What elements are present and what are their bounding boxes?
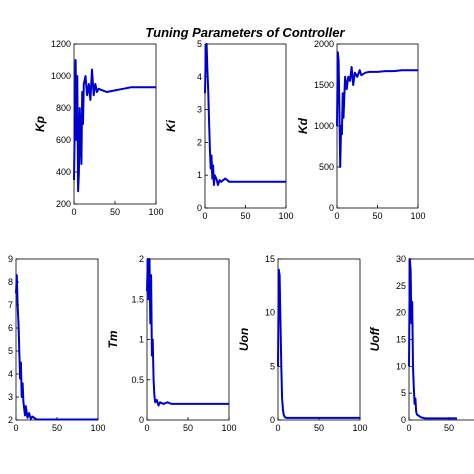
- y-tick-label: 3: [197, 105, 202, 115]
- subplot-0: 0 50 100 200 400 600 800 1000 1200 Kp: [33, 39, 164, 217]
- y-axis-label: Uoff: [368, 327, 382, 352]
- series-line: [336, 51, 418, 168]
- y-tick-label: 15: [396, 335, 406, 345]
- y-axis-label: Kd: [296, 117, 310, 134]
- y-tick-label: 2: [139, 254, 144, 264]
- y-tick-label: 4: [8, 369, 13, 379]
- y-tick-label: 2: [8, 415, 13, 425]
- y-tick-label: 1000: [314, 121, 334, 131]
- y-tick-label: 30: [396, 254, 406, 264]
- y-tick-label: 1: [139, 335, 144, 345]
- y-tick-label: 15: [265, 254, 275, 264]
- x-tick-label: 100: [352, 423, 367, 433]
- plot-frame: [15, 258, 99, 421]
- subplot-6: 050100051015202530Uoff: [368, 254, 474, 433]
- series-line: [408, 258, 457, 420]
- y-tick-label: 10: [396, 361, 406, 371]
- subplot-1: 0 50 100 0 1 2 3 4 5 Ki: [164, 39, 294, 221]
- y-tick-label: 800: [56, 103, 71, 113]
- y-axis-label: Tm: [106, 330, 120, 348]
- series-line: [73, 59, 156, 193]
- plot-frame: [277, 258, 361, 421]
- y-tick-label: 600: [56, 135, 71, 145]
- y-axis-label: Ki: [164, 119, 178, 132]
- y-tick-label: 500: [319, 162, 334, 172]
- y-tick-label: 10: [265, 308, 275, 318]
- plot-frame: [146, 258, 230, 421]
- y-tick-label: 2: [197, 137, 202, 147]
- x-tick-label: 50: [240, 211, 250, 221]
- y-tick-label: 1: [197, 170, 202, 180]
- y-tick-label: 5: [8, 346, 13, 356]
- plot-frame: [336, 43, 419, 209]
- y-tick-label: 0: [197, 203, 202, 213]
- y-tick-label: 0: [139, 415, 144, 425]
- y-tick-label: 3: [8, 392, 13, 402]
- series-line: [15, 274, 98, 421]
- y-tick-label: 1000: [51, 71, 71, 81]
- y-axis-label: Kp: [33, 116, 47, 132]
- x-tick-label: 100: [148, 207, 163, 217]
- y-tick-label: 8: [8, 277, 13, 287]
- y-tick-label: 2000: [314, 39, 334, 49]
- y-tick-label: 7: [8, 300, 13, 310]
- x-tick-label: 50: [110, 207, 120, 217]
- y-tick-label: 20: [396, 308, 406, 318]
- subplot-4: 0 50 100 0 0.5 1 1.5 2 Tm: [106, 254, 237, 433]
- y-tick-label: 0.5: [131, 375, 144, 385]
- series-line: [204, 43, 286, 186]
- x-tick-label: 0: [202, 211, 207, 221]
- x-tick-label: 0: [334, 211, 339, 221]
- x-tick-label: 50: [183, 423, 193, 433]
- y-tick-label: 5: [270, 361, 275, 371]
- y-tick-label: 0: [401, 415, 406, 425]
- x-tick-label: 0: [144, 423, 149, 433]
- x-tick-label: 50: [52, 423, 62, 433]
- series-line: [277, 268, 360, 419]
- x-tick-label: 0: [71, 207, 76, 217]
- figure-title: Tuning Parameters of Controller: [145, 25, 345, 40]
- y-tick-label: 4: [197, 72, 202, 82]
- y-tick-label: 6: [8, 323, 13, 333]
- x-tick-label: 100: [221, 423, 236, 433]
- x-tick-label: 50: [372, 211, 382, 221]
- x-tick-label: 50: [314, 423, 324, 433]
- x-tick-label: 0: [275, 423, 280, 433]
- x-tick-label: 0: [13, 423, 18, 433]
- x-tick-label: 100: [410, 211, 425, 221]
- x-tick-label: 0: [406, 423, 411, 433]
- y-tick-label: 400: [56, 167, 71, 177]
- y-tick-label: 1.5: [131, 294, 144, 304]
- series-line: [146, 258, 229, 407]
- y-tick-label: 200: [56, 199, 71, 209]
- subplot-3: 0 50 100 2 3 4 5 6 7 8 9: [8, 254, 106, 433]
- y-tick-label: 9: [8, 254, 13, 264]
- plot-frame: [73, 43, 157, 205]
- plot-frame: [408, 258, 474, 421]
- y-axis-label: Uon: [237, 328, 251, 351]
- y-tick-label: 25: [396, 281, 406, 291]
- x-tick-label: 100: [90, 423, 105, 433]
- y-tick-label: 5: [197, 39, 202, 49]
- y-tick-label: 5: [401, 388, 406, 398]
- y-tick-label: 1200: [51, 39, 71, 49]
- subplot-5: 0 50 100 0 5 10 15 Uon: [237, 254, 368, 433]
- x-tick-label: 100: [278, 211, 293, 221]
- y-tick-label: 0: [270, 415, 275, 425]
- y-tick-label: 1500: [314, 80, 334, 90]
- x-tick-label: 50: [444, 423, 454, 433]
- y-tick-label: 0: [329, 203, 334, 213]
